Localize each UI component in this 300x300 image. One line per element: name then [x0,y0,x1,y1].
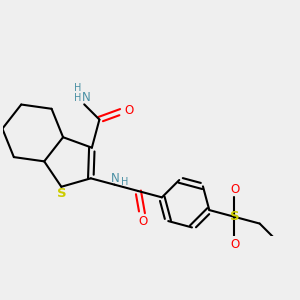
Text: H: H [121,177,129,187]
Text: S: S [230,210,239,223]
Text: H: H [74,93,81,103]
Text: O: O [138,215,147,228]
Text: H: H [74,83,82,93]
Text: N: N [82,91,91,104]
Text: N: N [111,172,120,185]
Text: O: O [230,238,240,250]
Text: O: O [230,183,240,196]
Text: S: S [57,187,67,200]
Text: O: O [124,104,134,117]
